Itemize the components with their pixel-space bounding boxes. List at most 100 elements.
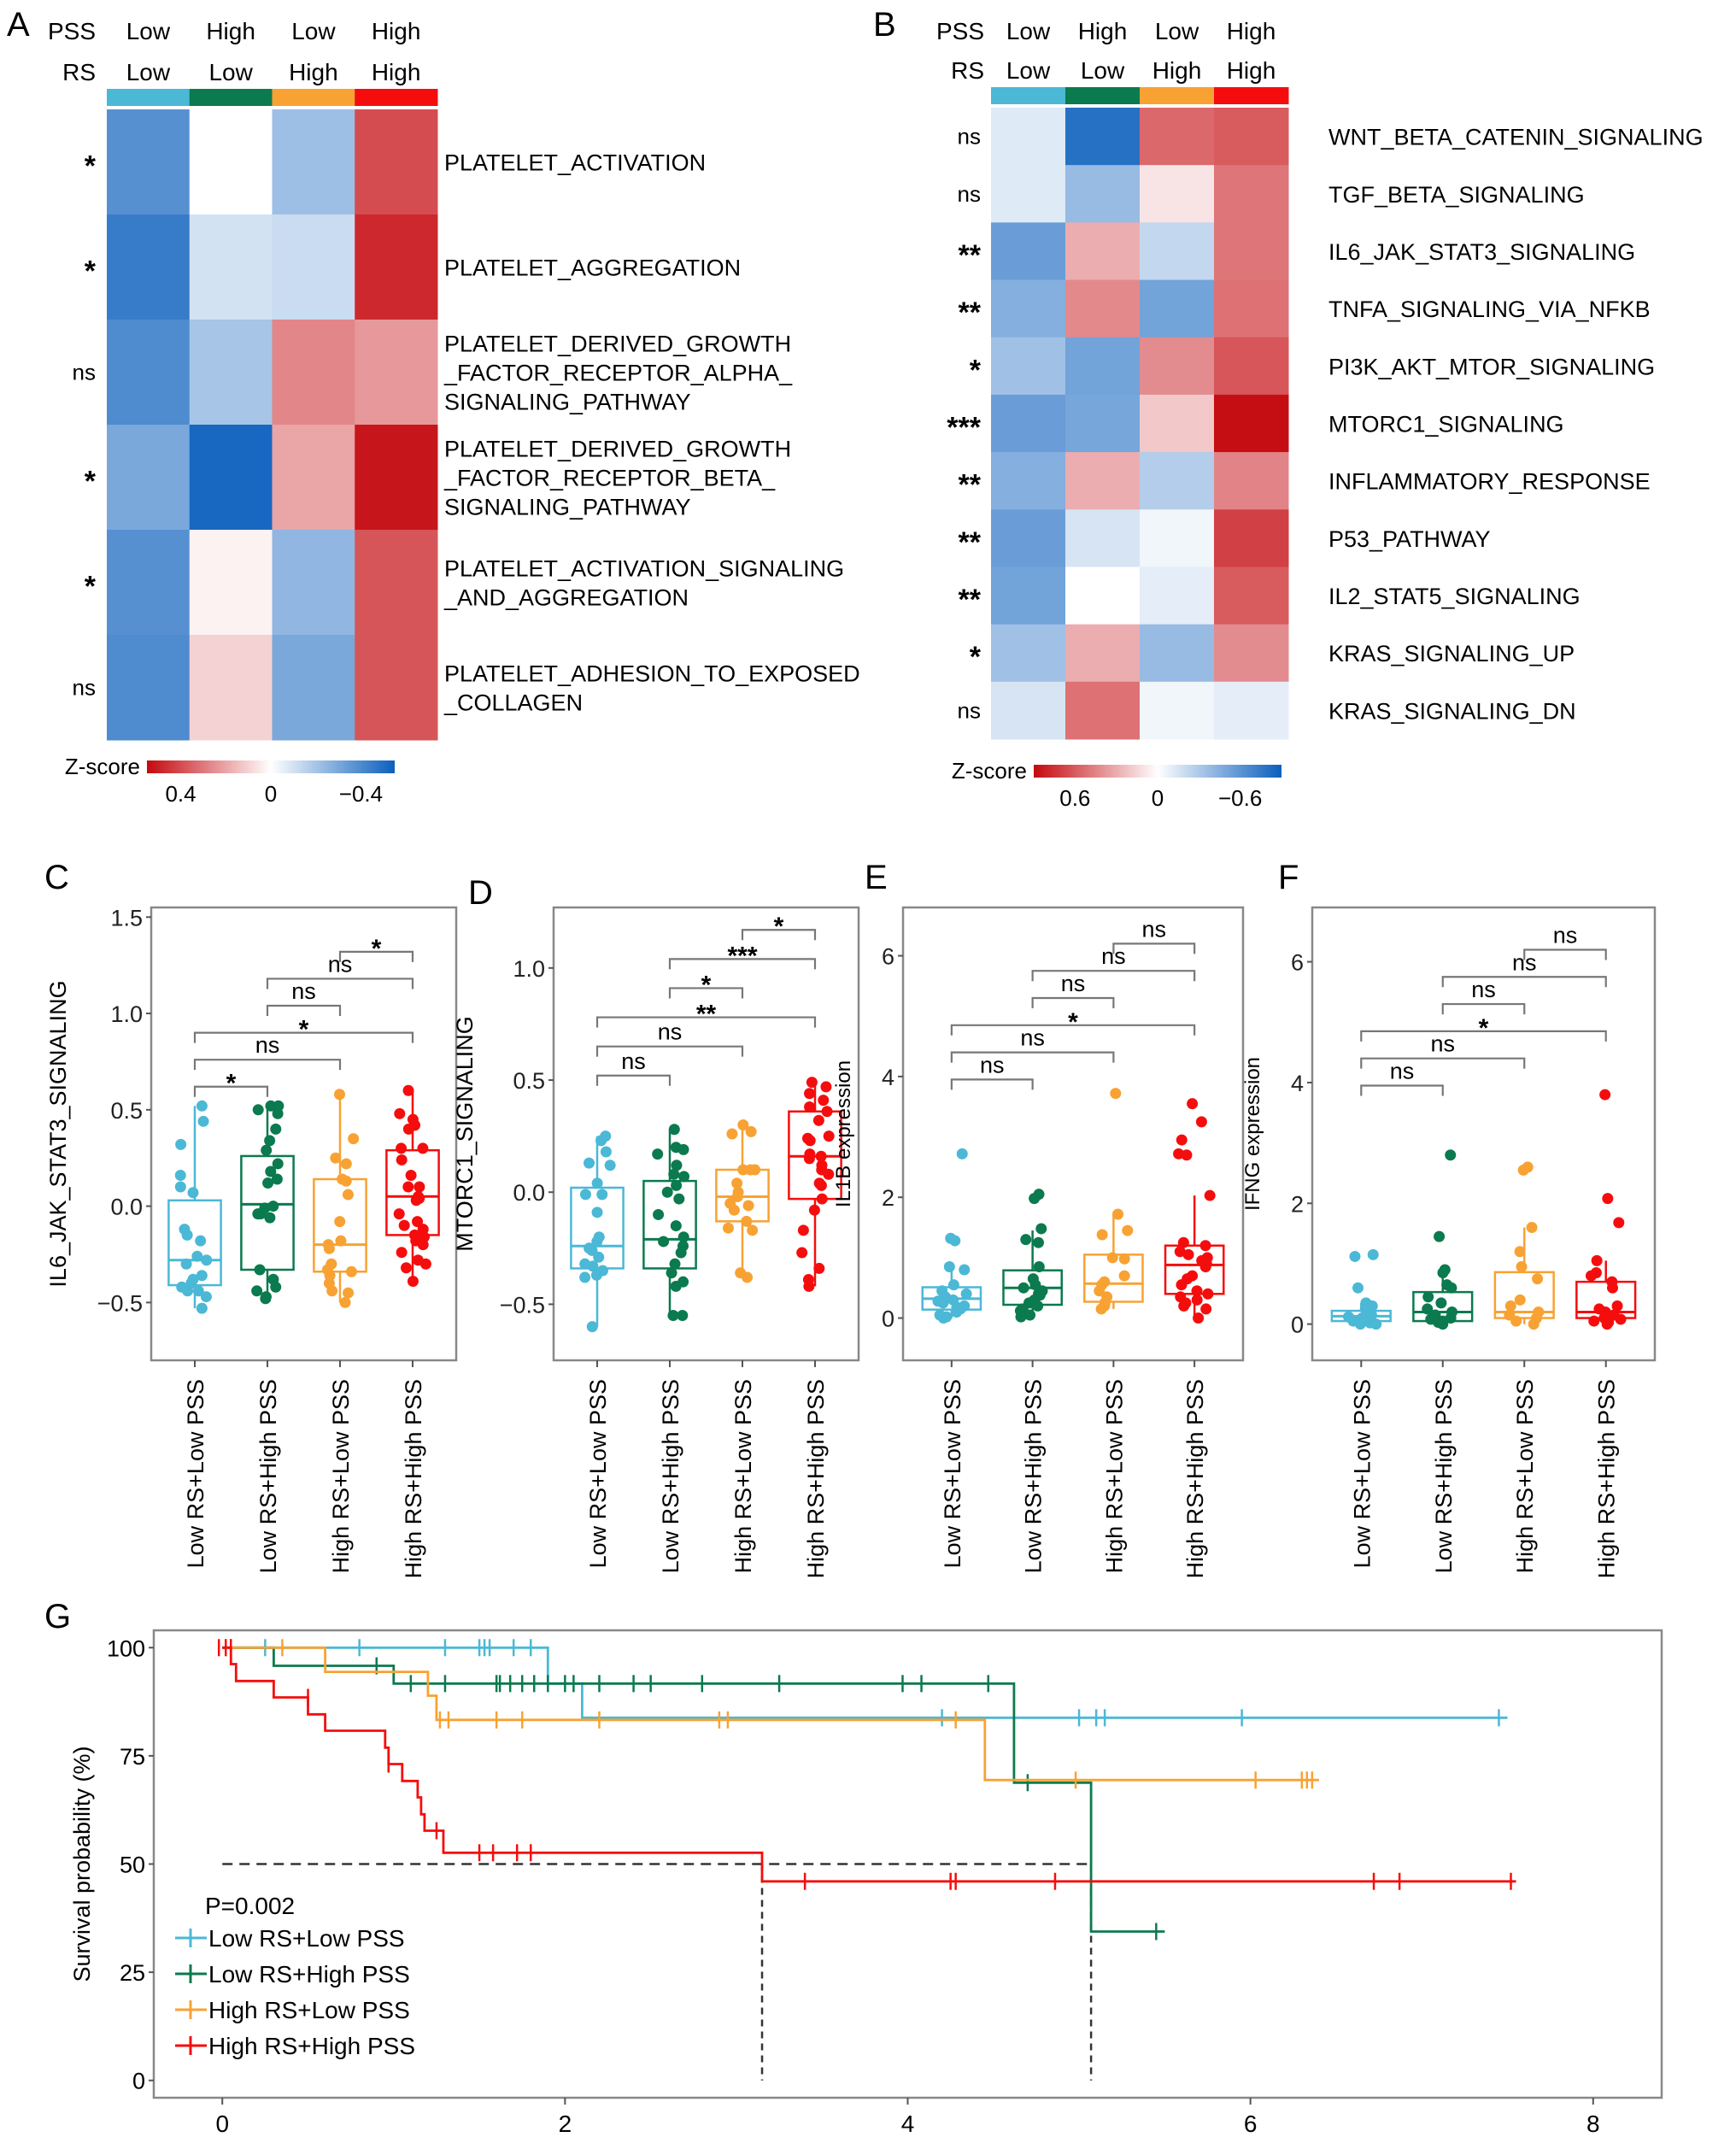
data-point [252,1104,264,1116]
comparison-label: ns [1553,922,1578,948]
heatmap-cell [1214,279,1289,338]
data-point [596,1189,608,1201]
data-point [174,1181,186,1193]
data-point [668,1124,680,1136]
heatmap-cell [1140,279,1215,338]
data-point [745,1125,757,1137]
y-axis-label: Survival probability (%) [69,1746,95,1982]
data-point [1510,1315,1522,1327]
row-label: PLATELET_ACTIVATION [444,150,706,176]
data-point [1033,1260,1045,1272]
data-point [413,1181,425,1193]
heatmap-cell [1214,394,1289,453]
heatmap-cell [107,425,191,531]
comparison-bracket [1441,976,1607,988]
heatmap-cell [189,320,273,426]
data-point [661,1186,673,1198]
data-point [670,1280,682,1292]
comparison-bracket [338,950,414,962]
heatmap-cell [189,635,273,741]
data-point [1110,1088,1122,1100]
y-tick-label: −0.5 [500,1292,545,1318]
data-point [401,1262,413,1274]
comparison-label: ns [621,1048,646,1074]
data-point [174,1169,186,1181]
data-point [951,1306,963,1318]
legend-title: Z-score [952,758,1027,784]
heatmap-cell [1140,624,1215,683]
comparison-bracket [950,1024,1196,1036]
data-point [1517,1164,1529,1176]
heatmap-cell [189,109,273,215]
significance-label: * [85,150,97,183]
data-point [671,1179,683,1191]
data-point [1029,1193,1041,1205]
data-point [804,1135,816,1147]
survival-plot-g: 0 25 50 75 100 0 2 4 6 8 Time (years) Survival prob… [69,1629,1663,2149]
data-point [737,1119,749,1131]
y-tick-label: 0 [882,1306,894,1332]
comparison-bracket [193,1059,342,1071]
comparison-label: * [372,935,382,963]
plot-frame [150,906,458,1362]
data-point [343,1287,355,1299]
heatmap-cell [1140,394,1215,453]
heatmap-cell [107,530,191,636]
data-point [1181,1149,1193,1161]
comparison-label: ns [1390,1058,1415,1083]
comparison-bracket [741,929,817,941]
legend-tick-label: 0 [1152,785,1164,811]
heatmap-cell [1214,624,1289,683]
row-label: P53_PATHWAY [1328,526,1491,552]
data-point [1585,1270,1597,1282]
x-axis-label: Time (years) [841,2145,974,2149]
data-point [1599,1089,1611,1101]
data-point [579,1271,591,1283]
heatmap-cell [1214,337,1289,396]
header-label-rs: RS [62,59,96,85]
data-point [937,1312,949,1324]
column-pss-label: High [206,18,255,44]
significance-label: ns [73,675,96,701]
box [240,1154,295,1271]
data-point [1018,1282,1029,1294]
row-label: PLATELET_AGGREGATION [444,255,741,281]
heatmap-cell [1214,165,1289,223]
column-pss-label: Low [1155,18,1199,44]
boxplot-e: 0 2 4 6 IL1B expression Low RS+Low PSS Low RS+… [832,906,1245,1578]
comparison-label: * [1479,1014,1489,1042]
y-axis-label: IFNG expression [1241,1057,1264,1211]
significance-label: ns [73,360,96,385]
heatmap-cell [1065,681,1141,740]
data-point [255,1208,267,1220]
comparison-bracket [595,1016,817,1028]
data-point [671,1160,683,1171]
heatmap-cell [1214,452,1289,510]
significance-label: ** [959,469,982,502]
heatmap-b: PSS RS Low Low High Low Low High High High ns WNT_B… [936,18,1704,811]
data-point [1601,1318,1613,1330]
data-point [803,1280,815,1292]
comparison-bracket [950,1078,1034,1090]
data-point [1032,1300,1044,1312]
data-point [1182,1248,1194,1260]
y-tick-label: 0.0 [110,1195,143,1220]
data-point [270,1123,282,1135]
heatmap-cell [1140,222,1215,281]
comparison-label: ns [1471,977,1496,1002]
data-point [1032,1236,1044,1248]
data-point [396,1142,408,1154]
heatmap-cell [1065,337,1141,396]
column-rs-label: High [1152,57,1202,84]
x-tick-label: High RS+Low PSS [328,1379,354,1573]
x-tick-label: Low RS+High PSS [1021,1379,1047,1573]
data-point [823,1130,835,1142]
data-point [677,1310,689,1322]
panel-letter-d: D [468,874,493,912]
data-point [1532,1273,1544,1285]
row-label: KRAS_SIGNALING_DN [1328,698,1576,724]
y-tick-label: 0 [1291,1312,1304,1338]
data-point [823,1168,835,1180]
data-point [731,1177,743,1189]
data-point [1434,1230,1446,1242]
